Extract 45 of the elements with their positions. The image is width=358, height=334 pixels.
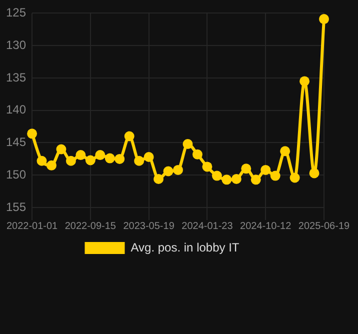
point [290, 172, 300, 183]
point [280, 146, 290, 156]
point [212, 170, 222, 181]
x-tick-label: 2022-09-15 [64, 220, 116, 232]
point [250, 174, 261, 185]
legend-label: Avg. pos. in lobby IT [130, 240, 240, 254]
x-tick-label: 2024-01-23 [182, 220, 234, 232]
point [231, 174, 242, 184]
x-tick-label: 2025-06-19 [298, 220, 350, 232]
y-tick-label: 135 [6, 70, 26, 84]
point [144, 152, 154, 162]
point [173, 164, 184, 175]
point [124, 131, 134, 142]
y-tick-label: 145 [6, 135, 26, 150]
point [66, 156, 76, 166]
x-tick-label: 2024-10-12 [240, 220, 292, 232]
point [202, 162, 212, 172]
y-tick-label: 130 [6, 38, 26, 52]
y-tick-label: 155 [6, 200, 26, 214]
point [114, 154, 125, 164]
point [260, 164, 271, 175]
y-tick-label: 150 [6, 167, 26, 182]
y-tick-label: 140 [6, 102, 26, 117]
point [241, 164, 252, 174]
x-tick-label: 2022-01-01 [6, 220, 58, 232]
point [56, 144, 66, 154]
point [300, 76, 310, 86]
point [163, 166, 174, 176]
point [36, 156, 47, 166]
point [319, 14, 329, 24]
y-tick-label: 125 [6, 6, 26, 20]
point [270, 170, 280, 181]
point [104, 153, 115, 164]
point [309, 168, 320, 178]
point [222, 174, 232, 185]
point [85, 155, 96, 166]
point [46, 160, 56, 170]
point [192, 149, 202, 160]
point [182, 139, 193, 150]
point [95, 150, 106, 160]
point [154, 174, 164, 184]
point [134, 156, 144, 166]
point [76, 150, 86, 160]
x-tick-label: 2023-05-19 [123, 220, 175, 232]
point [27, 128, 38, 139]
